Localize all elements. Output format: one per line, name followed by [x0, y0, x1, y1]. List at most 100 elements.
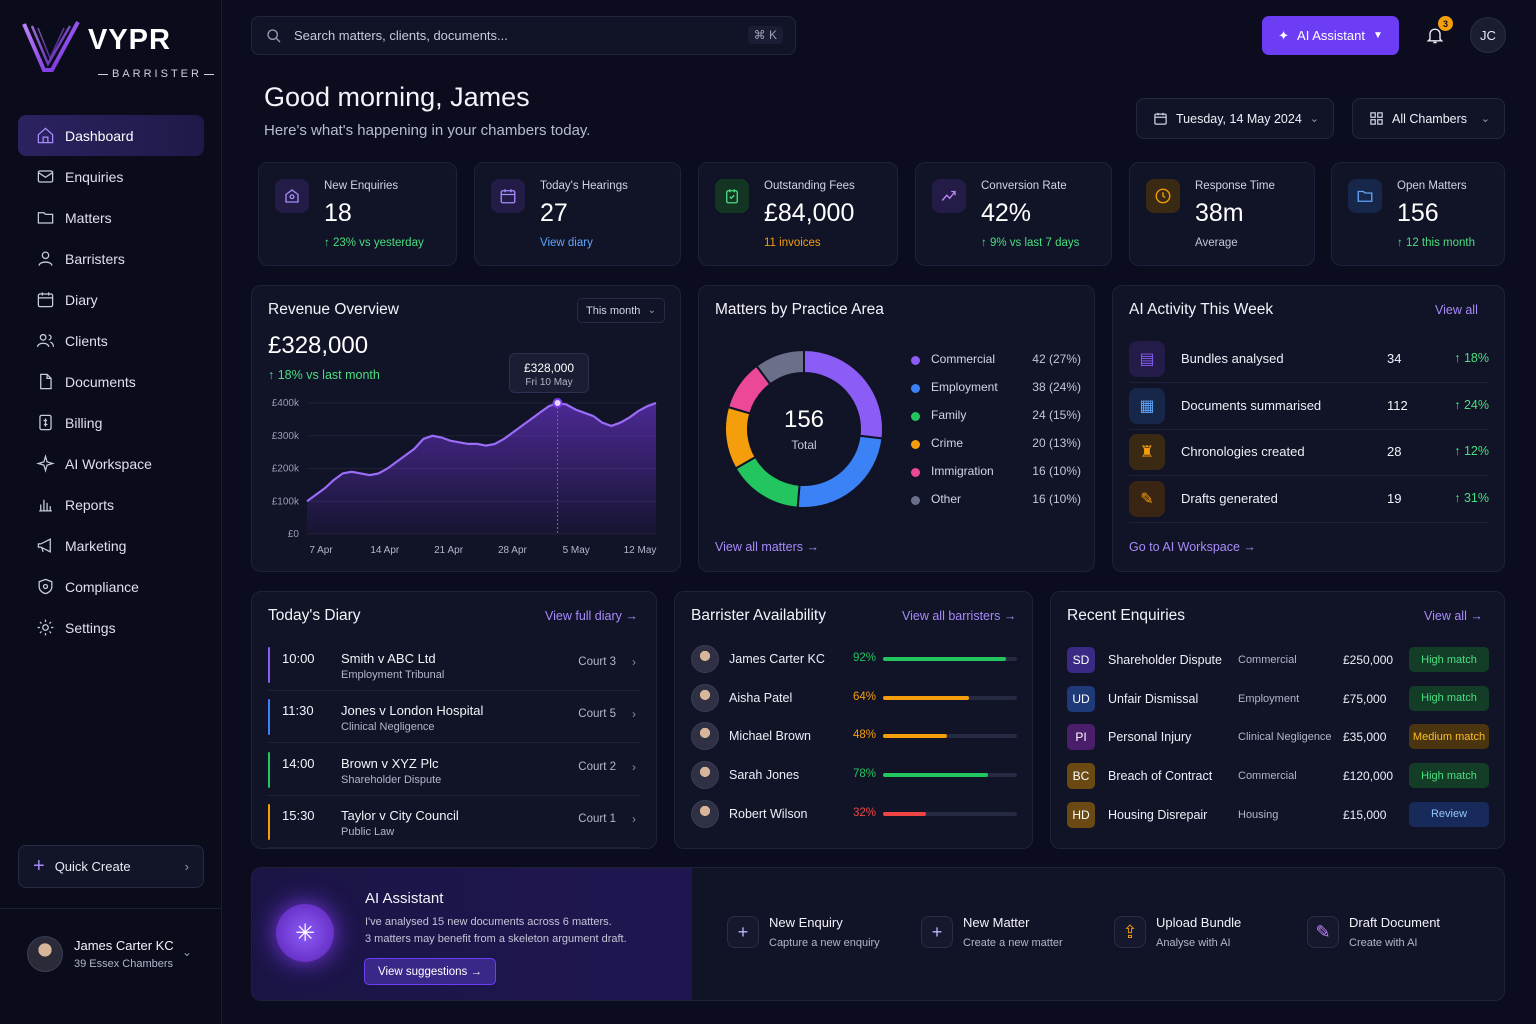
enquiry-row[interactable]: HD Housing Disrepair Housing £15,000 Review: [1067, 800, 1489, 830]
diary-row[interactable]: 14:00 Brown v XYZ Plc Shareholder Dispute C…: [268, 750, 640, 796]
barrister-name: Aisha Patel: [729, 690, 793, 705]
nav-clients[interactable]: Clients: [18, 320, 204, 361]
go-to-ai-workspace-link[interactable]: Go to AI Workspace →: [1129, 540, 1256, 554]
stat-sub: ↑ 23% vs yesterday: [324, 237, 424, 249]
upload-icon: ⇪: [1114, 916, 1146, 948]
nav-billing[interactable]: Billing: [18, 402, 204, 443]
ai-activity-row[interactable]: ▤ Bundles analysed 34 ↑ 18%: [1129, 337, 1489, 383]
enquiry-area: Commercial: [1238, 654, 1297, 666]
legend-name: Other: [931, 492, 962, 506]
nav-dashboard[interactable]: Dashboard: [18, 115, 204, 156]
legend-row[interactable]: Immigration 16 (10%): [911, 464, 1081, 484]
legend-row[interactable]: Other 16 (10%): [911, 492, 1081, 512]
diary-case: Taylor v City Council: [341, 807, 459, 823]
ai-activity-row[interactable]: ✎ Drafts generated 19 ↑ 31%: [1129, 477, 1489, 523]
match-badge[interactable]: High match: [1409, 763, 1489, 789]
match-badge[interactable]: High match: [1409, 685, 1489, 711]
diary-row[interactable]: 11:30 Jones v London Hospital Clinical Neg…: [268, 697, 640, 744]
ai-activity-row[interactable]: ♜ Chronologies created 28 ↑ 12%: [1129, 430, 1489, 476]
donut-slice-other[interactable]: [755, 348, 805, 386]
ai-activity-row[interactable]: ▦ Documents summarised 112 ↑ 24%: [1129, 384, 1489, 430]
quick-action-new-matter[interactable]: + New Matter Create a new matter: [909, 898, 1089, 966]
legend-row[interactable]: Family 24 (15%): [911, 408, 1081, 428]
barrister-row[interactable]: Sarah Jones 78%: [691, 761, 1017, 791]
page-title: Good morning, James: [264, 82, 530, 112]
notifications-button[interactable]: [1418, 18, 1452, 52]
document-icon: [40, 373, 52, 390]
mail-icon: [37, 170, 54, 183]
stat-response-time[interactable]: Response Time 38m Average: [1129, 162, 1315, 266]
nav-label: AI Workspace: [65, 455, 152, 472]
avatar: [27, 936, 63, 972]
nav-ai-workspace[interactable]: AI Workspace: [18, 443, 204, 484]
view-all-barristers-link[interactable]: View all barristers →: [902, 609, 1017, 623]
ai-activity-name: Documents summarised: [1181, 397, 1322, 413]
availability-track: [883, 695, 1017, 700]
enquiry-row[interactable]: UD Unfair Dismissal Employment £75,000 High …: [1067, 684, 1489, 714]
stat-new-enquiries[interactable]: New Enquiries 18 ↑ 23% vs yesterday: [258, 162, 457, 266]
stat-value: £84,000: [764, 199, 855, 227]
chevron-down-icon[interactable]: ⌄: [182, 945, 193, 959]
ai-activity-change: ↑ 31%: [1454, 490, 1489, 505]
vypr-logo[interactable]: VYPR BARRISTER: [22, 18, 214, 88]
enquiry-row[interactable]: SD Shareholder Dispute Commercial £250,000 H…: [1067, 645, 1489, 675]
quick-action-draft-document[interactable]: ✎ Draft Document Create with AI: [1295, 898, 1475, 966]
brand-name: VYPR: [88, 24, 171, 56]
view-diary-link[interactable]: View diary: [540, 237, 593, 249]
ai-activity-view-all-link[interactable]: View all: [1435, 303, 1478, 317]
quick-action-new-enquiry[interactable]: + New Enquiry Capture a new enquiry: [715, 898, 895, 966]
enquiries-view-all-link[interactable]: View all →: [1424, 609, 1483, 623]
match-badge[interactable]: Medium match: [1409, 724, 1489, 750]
view-full-diary-link[interactable]: View full diary →: [545, 609, 638, 623]
nav-marketing[interactable]: Marketing: [18, 525, 204, 566]
date-filter[interactable]: Tuesday, 14 May 2024 ⌄: [1136, 98, 1334, 139]
stat-outstanding-fees[interactable]: Outstanding Fees £84,000 11 invoices: [698, 162, 898, 266]
x-tick-label: 14 Apr: [370, 545, 400, 556]
period-select[interactable]: This month ⌄: [577, 298, 665, 323]
stat-open-matters[interactable]: Open Matters 156 ↑ 12 this month: [1331, 162, 1505, 266]
nav-settings[interactable]: Settings: [18, 607, 204, 648]
nav-diary[interactable]: Diary: [18, 279, 204, 320]
plus-icon: +: [921, 916, 953, 948]
diary-row[interactable]: 10:00 Smith v ABC Ltd Employment Tribunal C…: [268, 645, 640, 691]
ai-activity-name: Drafts generated: [1181, 490, 1278, 506]
barrister-row[interactable]: Aisha Patel 64%: [691, 683, 1017, 714]
chambers-filter[interactable]: All Chambers ⌄: [1352, 98, 1505, 139]
calendar-icon: [1154, 112, 1167, 125]
nav-documents[interactable]: Documents: [18, 361, 204, 402]
barrister-row[interactable]: Robert Wilson 32%: [691, 799, 1017, 830]
quick-action-upload-bundle[interactable]: ⇪ Upload Bundle Analyse with AI: [1102, 898, 1282, 966]
nav-matters[interactable]: Matters: [18, 197, 204, 238]
nav-compliance[interactable]: Compliance: [18, 566, 204, 607]
quick-create-button[interactable]: + Quick Create ›: [18, 845, 204, 888]
legend-row[interactable]: Commercial 42 (27%): [911, 352, 1081, 372]
legend-row[interactable]: Crime 20 (13%): [911, 436, 1081, 456]
nav-barristers[interactable]: Barristers: [18, 238, 204, 279]
user-profile[interactable]: James Carter KC 39 Essex Chambers ⌄: [0, 908, 222, 1024]
highlight-point[interactable]: [552, 398, 563, 408]
enquiry-row[interactable]: BC Breach of Contract Commercial £120,000 Hi…: [1067, 761, 1489, 791]
enquiry-row[interactable]: PI Personal Injury Clinical Negligence £35,…: [1067, 722, 1489, 752]
match-badge[interactable]: Review: [1409, 801, 1489, 827]
ai-assistant-button[interactable]: ✦ AI Assistant ▼: [1262, 16, 1399, 55]
nav-enquiries[interactable]: Enquiries: [18, 156, 204, 197]
barrister-row[interactable]: James Carter KC 92%: [691, 645, 1017, 675]
availability-percent: 64%: [853, 690, 877, 703]
donut-total-label: Total: [791, 438, 817, 452]
diary-row[interactable]: 15:30 Taylor v City Council Public Law Cour…: [268, 802, 640, 848]
legend-row[interactable]: Employment 38 (24%): [911, 380, 1081, 400]
stat-todays-hearings[interactable]: Today's Hearings 27 View diary: [474, 162, 681, 266]
stat-conversion-rate[interactable]: Conversion Rate 42% ↑ 9% vs last 7 days: [915, 162, 1112, 266]
donut-slice-family[interactable]: [734, 455, 801, 509]
user-avatar-button[interactable]: JC: [1470, 17, 1506, 53]
search-bar[interactable]: Search matters, clients, documents... ⌘ …: [251, 16, 796, 55]
diary-court: Court 5: [578, 708, 616, 721]
view-suggestions-button[interactable]: View suggestions →: [364, 958, 496, 985]
stat-label: Conversion Rate: [981, 180, 1067, 192]
barrister-row[interactable]: Michael Brown 48%: [691, 722, 1017, 752]
search-icon: [267, 28, 281, 42]
view-all-matters-link[interactable]: View all matters →: [715, 540, 819, 554]
search-input[interactable]: Search matters, clients, documents...: [294, 28, 508, 43]
match-badge[interactable]: High match: [1409, 647, 1489, 672]
nav-reports[interactable]: Reports: [18, 484, 204, 525]
